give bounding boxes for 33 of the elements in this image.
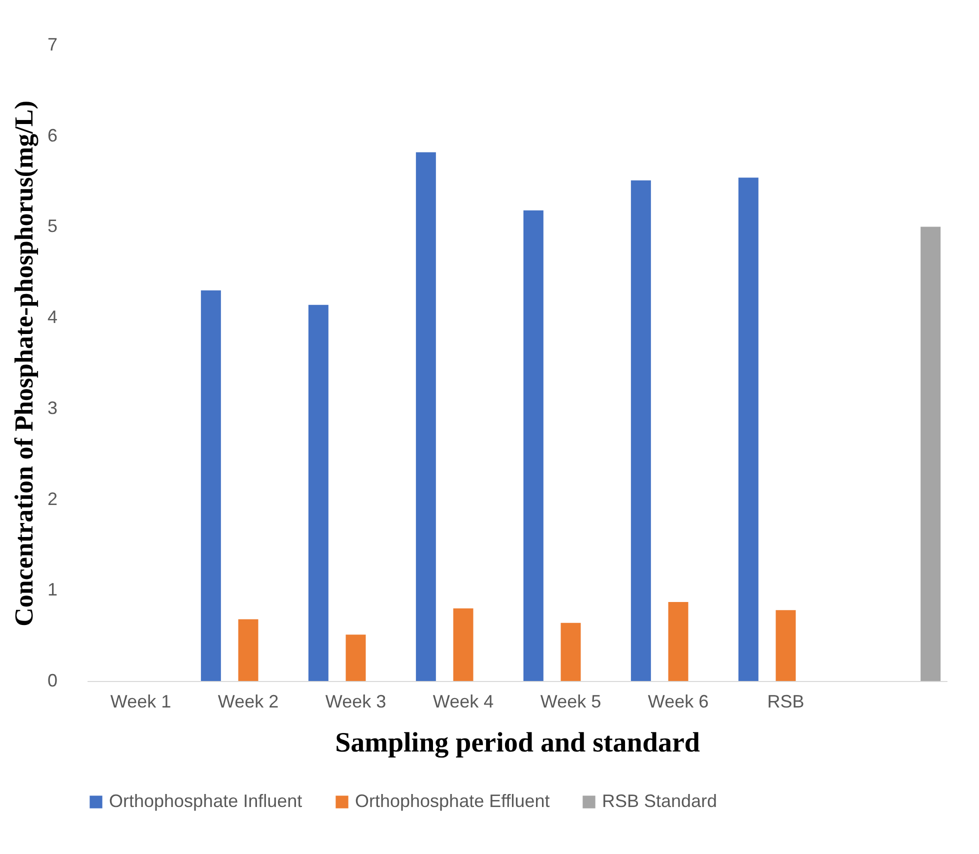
bar <box>560 622 581 681</box>
y-tick-label: 7 <box>47 34 58 54</box>
x-tick-label: Week 1 <box>110 692 172 712</box>
y-tick-label: 6 <box>47 125 58 146</box>
x-axis-title: Sampling period and standard <box>335 728 700 758</box>
x-tick-label: Week 2 <box>218 692 279 712</box>
y-tick-label: 4 <box>47 307 58 328</box>
y-axis-title: Concentration of Phosphate-phosphorus(mg/L) <box>9 100 38 626</box>
bar <box>630 180 651 681</box>
bar <box>920 226 941 681</box>
bar <box>416 152 436 681</box>
bar <box>346 634 366 681</box>
bar <box>523 210 544 681</box>
bar <box>738 178 758 681</box>
bar <box>668 602 688 681</box>
x-tick-label: Week 4 <box>432 692 494 712</box>
y-tick-label: 5 <box>47 216 58 236</box>
legend-label: Orthophosphate Effluent <box>355 791 550 811</box>
x-tick-label: Week 5 <box>540 692 602 712</box>
bar <box>776 610 796 681</box>
bar <box>308 304 328 681</box>
bar <box>200 290 221 681</box>
bar <box>453 608 474 681</box>
x-tick-label: Week 3 <box>325 692 386 712</box>
y-tick-label: 2 <box>47 488 58 509</box>
bar <box>238 619 258 681</box>
x-tick-label: Week 6 <box>648 692 709 712</box>
x-tick-label: RSB <box>767 692 804 712</box>
y-tick-label: 3 <box>47 398 58 418</box>
y-tick-label: 0 <box>47 670 58 690</box>
legend-label: Orthophosphate Influent <box>109 791 302 811</box>
legend-label: RSB Standard <box>602 791 718 811</box>
y-tick-label: 1 <box>47 580 58 600</box>
